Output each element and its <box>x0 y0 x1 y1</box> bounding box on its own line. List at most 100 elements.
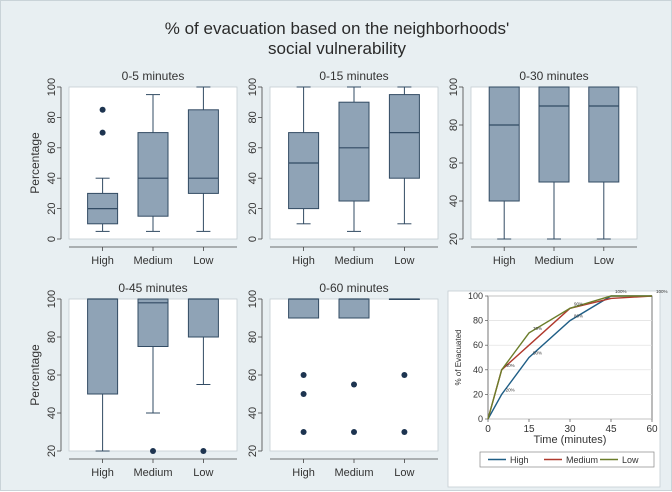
box-high <box>288 86 320 225</box>
legend-item-low: Low <box>600 455 639 465</box>
x-tick-label: 60 <box>646 424 658 435</box>
y-tick-label: 40 <box>247 172 259 184</box>
box-high <box>87 106 119 232</box>
x-tick-label: High <box>91 255 114 267</box>
x-tick-label: High <box>292 255 315 267</box>
y-tick-label: 60 <box>247 369 259 381</box>
y-tick-label: 20 <box>247 202 259 214</box>
point-annotation: 40% <box>506 363 515 368</box>
outlier-point <box>150 448 156 454</box>
outlier-point <box>401 429 408 435</box>
x-tick-label: Medium <box>133 255 172 267</box>
x-tick-label: High <box>493 255 516 267</box>
y-axis-title: Percentage <box>28 132 42 194</box>
outlier-point <box>351 429 357 435</box>
panel-title: 0-45 minutes <box>118 281 187 295</box>
box-low <box>588 86 620 240</box>
outlier-point <box>99 106 106 113</box>
y-tick-label: 60 <box>46 369 58 381</box>
iqr-box <box>338 298 370 319</box>
chart-panel-6: 0 20 40 60 80 100 0 15 30 45 60 Time (minutes) % of … <box>447 289 668 488</box>
plot-area <box>269 298 439 452</box>
y-axis-title: Percentage <box>28 344 42 406</box>
legend-item-high: High <box>488 455 529 465</box>
panel-title: 0-5 minutes <box>122 69 185 83</box>
plot-area <box>487 295 653 420</box>
y-tick-label: 40 <box>448 195 460 207</box>
outlier-point <box>351 381 357 388</box>
y-tick-label: 80 <box>448 119 460 131</box>
y-tick-label: 100 <box>46 78 58 96</box>
y-tick-label: 80 <box>473 316 483 326</box>
box-medium <box>137 94 169 232</box>
x-tick-label: Low <box>394 467 414 479</box>
iqr-box <box>137 298 169 347</box>
box-low <box>388 86 420 225</box>
outlier-point <box>300 372 307 378</box>
point-annotation: 20% <box>506 387 515 392</box>
x-tick-label: 30 <box>564 424 576 435</box>
iqr-box <box>488 86 520 202</box>
y-tick-label: 20 <box>448 233 460 245</box>
box-high <box>87 298 119 452</box>
iqr-box <box>87 298 119 395</box>
x-tick-label: 0 <box>485 424 491 435</box>
series-line-low <box>487 295 652 420</box>
iqr-box <box>137 132 169 217</box>
y-tick-label: 0 <box>478 414 483 424</box>
figure-title-line-2: social vulnerability <box>268 39 406 58</box>
y-tick-label: 60 <box>46 142 58 154</box>
y-tick-label: 40 <box>46 407 58 419</box>
iqr-box <box>288 132 320 210</box>
point-annotation: 90% <box>574 301 583 306</box>
box-high <box>288 298 320 435</box>
iqr-box <box>588 86 620 183</box>
x-tick-label: Low <box>193 255 213 267</box>
chart-panel-4: 0-45 minutes 20 40 60 80 100 Percentage High Med… <box>28 281 238 479</box>
x-tick-label: 45 <box>605 424 617 435</box>
y-tick-label: 100 <box>468 291 483 301</box>
y-tick-label: 60 <box>473 340 483 350</box>
y-tick-label: 20 <box>46 202 58 214</box>
point-annotation: 70% <box>533 326 542 331</box>
y-tick-label: 100 <box>247 290 259 308</box>
panel-title: 0-15 minutes <box>319 69 388 83</box>
point-annotation: 100% <box>656 289 668 294</box>
x-tick-label: Medium <box>534 255 573 267</box>
y-tick-label: 20 <box>247 445 259 457</box>
box-high <box>488 86 520 240</box>
point-annotation: 50% <box>533 351 542 356</box>
iqr-box <box>388 94 420 179</box>
legend-label: Medium <box>566 455 598 465</box>
x-tick-label: Low <box>193 467 213 479</box>
iqr-box <box>187 109 219 194</box>
iqr-box <box>538 86 570 183</box>
y-tick-label: 80 <box>247 331 259 343</box>
outlier-point <box>200 448 207 454</box>
legend-item-medium: Medium <box>544 455 598 465</box>
y-tick-label: 100 <box>46 290 58 308</box>
y-tick-label: 80 <box>46 111 58 123</box>
outlier-point <box>401 372 408 378</box>
y-tick-label: 0 <box>247 236 259 242</box>
y-tick-label: 60 <box>448 157 460 169</box>
box-medium <box>338 86 370 232</box>
y-tick-label: 80 <box>46 331 58 343</box>
legend-box <box>479 451 655 468</box>
x-tick-label: Medium <box>334 467 373 479</box>
x-tick-label: 15 <box>523 424 535 435</box>
box-low <box>187 86 219 232</box>
y-tick-label: 60 <box>247 142 259 154</box>
y-tick-label: 40 <box>247 407 259 419</box>
legend-label: Low <box>622 455 639 465</box>
y-axis-title: % of Evacuated <box>454 329 463 385</box>
chart-panel-3: 0-30 minutes 20 40 60 80 100 High Medium Low <box>448 69 638 267</box>
iqr-box <box>187 298 219 338</box>
y-tick-label: 40 <box>46 172 58 184</box>
x-tick-label: Low <box>594 255 614 267</box>
outlier-point <box>99 129 106 136</box>
legend-label: High <box>510 455 529 465</box>
y-tick-label: 40 <box>473 365 483 375</box>
y-tick-label: 20 <box>473 389 483 399</box>
